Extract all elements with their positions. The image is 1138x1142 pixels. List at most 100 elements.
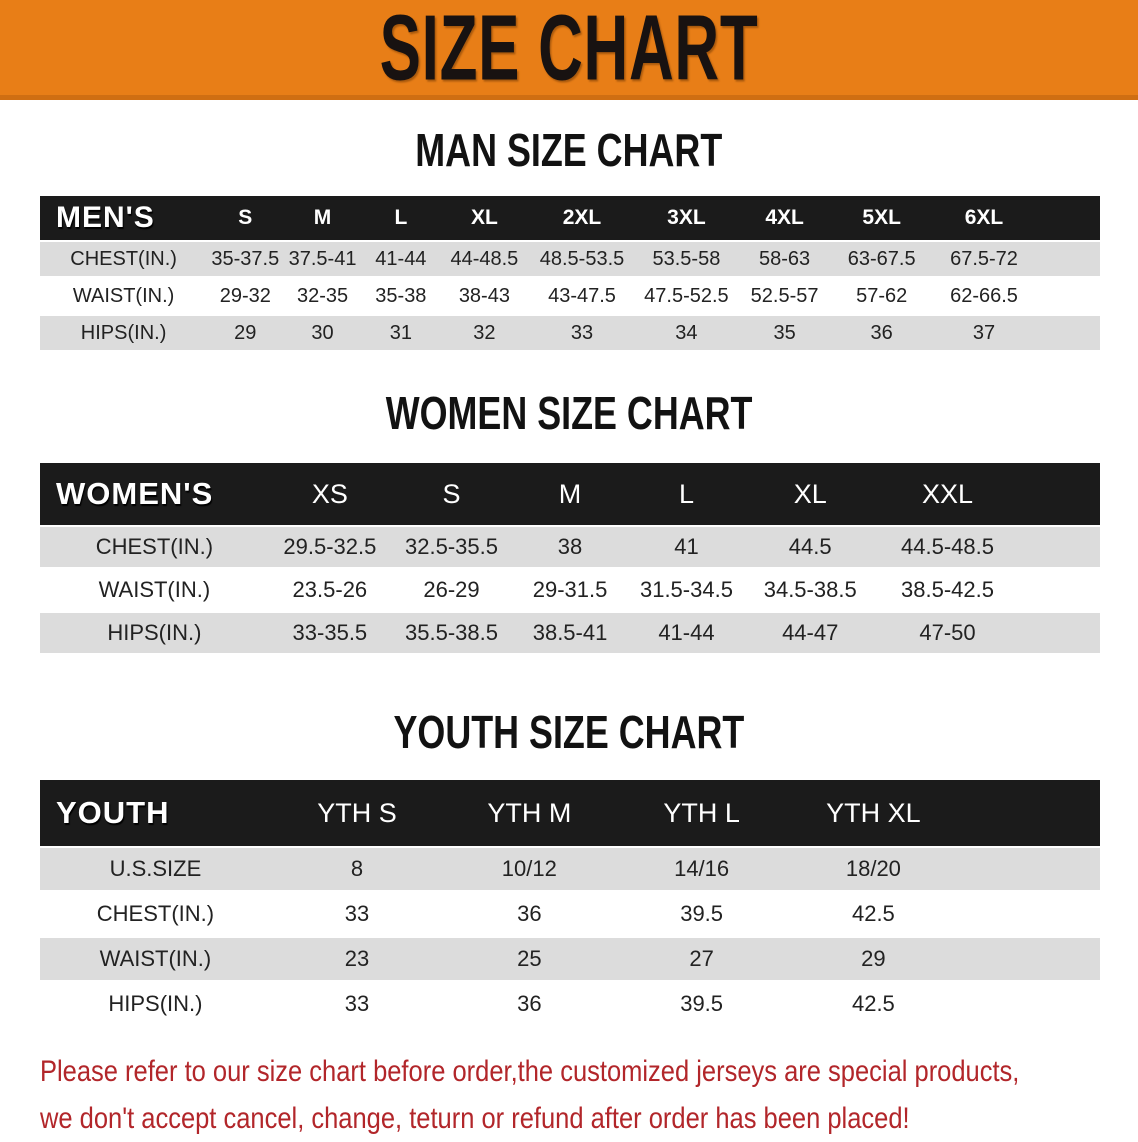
measurement-cell: 35 xyxy=(737,314,832,353)
measurement-cell: 39.5 xyxy=(615,891,788,938)
size-table-header-row: MEN'S S M L XL 2XL 3XL 4XL 5XL 6XL xyxy=(40,196,1100,241)
measurement-cell: 32 xyxy=(440,314,529,353)
measurement-row: CHEST(IN.) 33 36 39.5 42.5 xyxy=(40,891,1100,938)
measurement-row: U.S.SIZE 8 10/12 14/16 18/20 xyxy=(40,846,1100,893)
measurement-cell: 42.5 xyxy=(787,891,960,938)
row-label: CHEST(IN.) xyxy=(40,891,271,938)
spacer-cell xyxy=(959,936,1100,983)
size-column-header: 3XL xyxy=(635,196,738,241)
spacer-cell xyxy=(1036,240,1100,279)
measurement-row: WAIST(IN.) 23 25 27 29 xyxy=(40,936,1100,983)
spacer-cell xyxy=(1036,277,1100,316)
measurement-cell: 29-31.5 xyxy=(512,568,628,613)
measurement-cell: 8 xyxy=(270,846,444,893)
size-column-header: XXL xyxy=(875,463,1020,526)
measurement-row: HIPS(IN.) 33 36 39.5 42.5 xyxy=(40,981,1100,1028)
measurement-cell: 10/12 xyxy=(443,846,616,893)
measurement-cell: 29.5-32.5 xyxy=(268,525,391,570)
measurement-cell: 44-47 xyxy=(744,611,876,656)
size-column-header: YTH S xyxy=(270,780,444,847)
measurement-cell: 41-44 xyxy=(627,611,745,656)
table-group-label: WOMEN'S xyxy=(40,463,269,526)
size-column-header: L xyxy=(361,196,441,241)
table-group-label: YOUTH xyxy=(40,780,271,847)
measurement-cell: 29-32 xyxy=(207,277,284,316)
women-size-table: WOMEN'S XS S M L XL XXL CHEST(IN.) 29.5-32.5 32.5… xyxy=(40,463,1100,656)
measurement-cell: 44-48.5 xyxy=(440,240,529,279)
measurement-cell: 38 xyxy=(512,525,628,570)
measurement-cell: 52.5-57 xyxy=(737,277,832,316)
man-size-chart-heading: MAN SIZE CHART xyxy=(0,126,1138,174)
measurement-cell: 38.5-42.5 xyxy=(875,568,1020,613)
measurement-cell: 35.5-38.5 xyxy=(390,611,513,656)
measurement-cell: 38-43 xyxy=(440,277,529,316)
measurement-cell: 58-63 xyxy=(737,240,832,279)
size-table-header-row: YOUTH YTH S YTH M YTH L YTH XL xyxy=(40,780,1100,847)
size-column-header: M xyxy=(283,196,362,241)
size-column-header: S xyxy=(390,463,513,526)
measurement-cell: 33 xyxy=(528,314,636,353)
measurement-cell: 36 xyxy=(443,981,616,1028)
footer-note-line1: Please refer to our size chart before or… xyxy=(40,1055,1020,1088)
measurement-cell: 33 xyxy=(270,891,444,938)
measurement-cell: 53.5-58 xyxy=(635,240,738,279)
measurement-cell: 57-62 xyxy=(831,277,932,316)
size-column-header: L xyxy=(627,463,745,526)
measurement-cell: 14/16 xyxy=(615,846,788,893)
size-column-header: 6XL xyxy=(931,196,1037,241)
measurement-cell: 33-35.5 xyxy=(268,611,391,656)
youth-size-table: YOUTH YTH S YTH M YTH L YTH XL U.S.SIZE 8 10/12… xyxy=(40,780,1100,1028)
measurement-cell: 30 xyxy=(283,314,362,353)
measurement-cell: 36 xyxy=(443,891,616,938)
measurement-row: WAIST(IN.) 29-32 32-35 35-38 38-43 43-47.5 47.… xyxy=(40,277,1100,316)
row-label: U.S.SIZE xyxy=(40,846,271,893)
row-label: HIPS(IN.) xyxy=(40,314,208,353)
measurement-cell: 32.5-35.5 xyxy=(390,525,513,570)
row-label: CHEST(IN.) xyxy=(40,240,208,279)
measurement-cell: 33 xyxy=(270,981,444,1028)
size-column-header: 5XL xyxy=(831,196,932,241)
measurement-cell: 37 xyxy=(931,314,1037,353)
banner: SIZE CHART xyxy=(0,0,1138,100)
measurement-row: CHEST(IN.) 29.5-32.5 32.5-35.5 38 41 44.5 44.5… xyxy=(40,525,1100,570)
measurement-cell: 29 xyxy=(787,936,960,983)
measurement-cell: 42.5 xyxy=(787,981,960,1028)
row-label: CHEST(IN.) xyxy=(40,525,269,570)
measurement-cell: 41 xyxy=(627,525,745,570)
measurement-cell: 23 xyxy=(270,936,444,983)
measurement-cell: 36 xyxy=(831,314,932,353)
youth-size-chart-heading-text: YOUTH SIZE CHART xyxy=(393,706,745,758)
footer-note-line2: we don't accept cancel, change, teturn o… xyxy=(40,1102,910,1135)
measurement-cell: 18/20 xyxy=(787,846,960,893)
size-column-header: YTH XL xyxy=(787,780,960,847)
measurement-cell: 25 xyxy=(443,936,616,983)
spacer-cell xyxy=(1036,196,1100,241)
spacer-cell xyxy=(959,780,1100,847)
row-label: WAIST(IN.) xyxy=(40,277,208,316)
footer-note: Please refer to our size chart before or… xyxy=(0,1028,1138,1142)
size-column-header: 2XL xyxy=(528,196,636,241)
size-column-header: YTH M xyxy=(443,780,616,847)
row-label: HIPS(IN.) xyxy=(40,611,269,656)
measurement-cell: 62-66.5 xyxy=(931,277,1037,316)
measurement-cell: 47-50 xyxy=(875,611,1020,656)
spacer-cell xyxy=(1019,463,1100,526)
measurement-cell: 35-37.5 xyxy=(207,240,284,279)
spacer-cell xyxy=(1019,525,1100,570)
measurement-cell: 23.5-26 xyxy=(268,568,391,613)
row-label: HIPS(IN.) xyxy=(40,981,271,1028)
spacer-cell xyxy=(959,981,1100,1028)
youth-size-chart-heading: YOUTH SIZE CHART xyxy=(0,708,1138,756)
measurement-cell: 44.5 xyxy=(744,525,876,570)
measurement-cell: 39.5 xyxy=(615,981,788,1028)
measurement-cell: 27 xyxy=(615,936,788,983)
size-table-header-row: WOMEN'S XS S M L XL XXL xyxy=(40,463,1100,526)
spacer-cell xyxy=(959,891,1100,938)
measurement-cell: 32-35 xyxy=(283,277,362,316)
row-label: WAIST(IN.) xyxy=(40,568,269,613)
man-size-table: MEN'S S M L XL 2XL 3XL 4XL 5XL 6XL CHEST(IN.) 35-37… xyxy=(40,196,1100,353)
row-label: WAIST(IN.) xyxy=(40,936,271,983)
size-column-header: YTH L xyxy=(615,780,788,847)
measurement-row: HIPS(IN.) 29 30 31 32 33 34 35 36 37 xyxy=(40,314,1100,353)
